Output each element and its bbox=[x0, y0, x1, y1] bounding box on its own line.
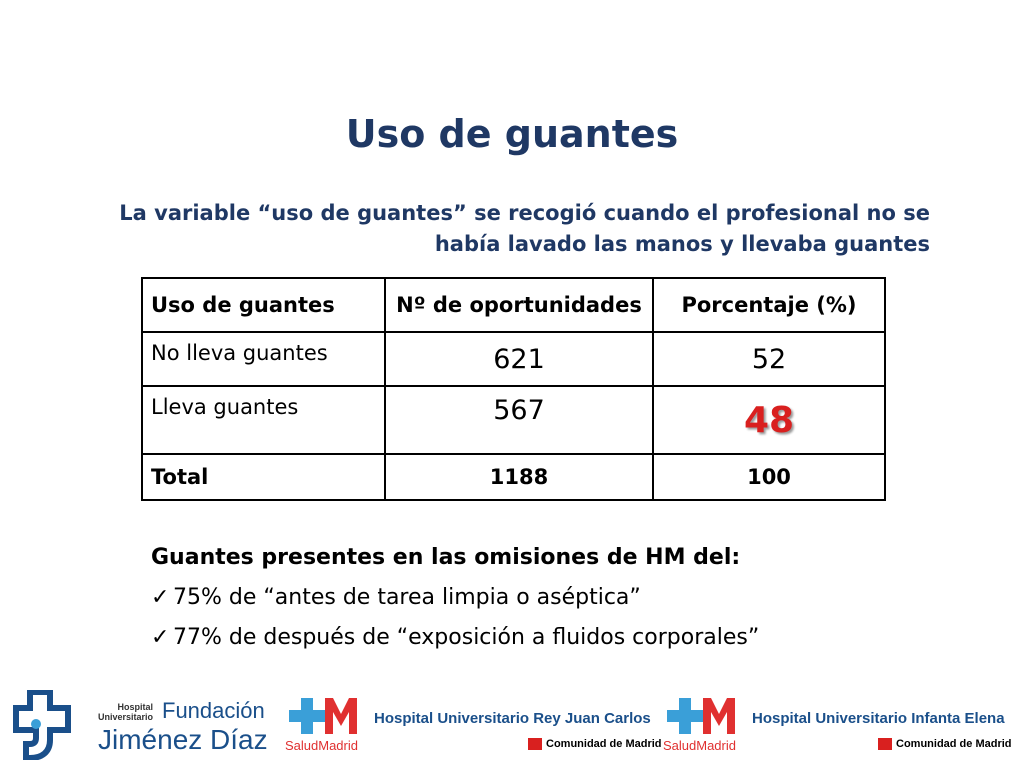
page-title: Uso de guantes bbox=[345, 112, 679, 156]
salud-madrid-icon bbox=[289, 698, 357, 734]
subtitle-line-1: La variable “uso de guantes” se recogió … bbox=[119, 201, 930, 225]
subtitle: La variable “uso de guantes” se recogió … bbox=[110, 198, 930, 260]
row-label: Lleva guantes bbox=[141, 385, 386, 455]
salud-madrid-icon bbox=[667, 698, 735, 734]
bullet-item: ✓ 77% de después de “exposición a fluido… bbox=[151, 625, 759, 651]
fundacion-jimenez-diaz-logo: Hospital Universitario Fundación Jiménez… bbox=[10, 688, 270, 764]
fjd-small-text: Hospital Universitario bbox=[98, 702, 154, 722]
salud-madrid-label: SaludMadrid bbox=[285, 738, 358, 753]
subtitle-line-2: había lavado las manos y llevaba guantes bbox=[434, 232, 930, 256]
hospital-infanta-elena: Hospital Universitario Infanta Elena bbox=[752, 710, 1005, 727]
total-label: Total bbox=[141, 453, 386, 501]
bullet-text: 77% de después de “exposición a fluidos … bbox=[173, 625, 760, 650]
row-count: 567 bbox=[384, 385, 654, 455]
total-count: 1188 bbox=[384, 453, 654, 501]
comunidad-madrid-logo-1: Comunidad de Madrid bbox=[528, 738, 662, 750]
footer-logos: Hospital Universitario Fundación Jiménez… bbox=[0, 684, 1024, 768]
bullet-heading: Guantes presentes en las omisiones de HM… bbox=[151, 545, 741, 570]
header-cell: Uso de guantes bbox=[141, 277, 386, 333]
salud-madrid-logo-2: SaludMadrid bbox=[663, 694, 743, 764]
table-header-row: Uso de guantes Nº de oportunidades Porce… bbox=[141, 277, 886, 333]
row-percentage-highlight: 48 bbox=[652, 385, 886, 455]
bullet-section: Guantes presentes en las omisiones de HM… bbox=[151, 545, 759, 665]
checkmark-icon: ✓ bbox=[151, 585, 170, 610]
bullet-text: 75% de “antes de tarea limpia o aséptica… bbox=[173, 585, 641, 610]
table-row: No lleva guantes 621 52 bbox=[141, 331, 886, 387]
madrid-flag-icon bbox=[878, 738, 892, 750]
fjd-jimenez-diaz: Jiménez Díaz bbox=[98, 724, 268, 755]
madrid-flag-icon bbox=[528, 738, 542, 750]
comunidad-madrid-logo-2: Comunidad de Madrid bbox=[878, 738, 1012, 750]
header-cell: Porcentaje (%) bbox=[652, 277, 886, 333]
salud-madrid-label: SaludMadrid bbox=[663, 738, 736, 753]
fjd-fundacion: Fundación bbox=[162, 698, 265, 723]
fjd-cross-icon bbox=[13, 690, 71, 760]
row-count: 621 bbox=[384, 331, 654, 387]
gloves-table: Uso de guantes Nº de oportunidades Porce… bbox=[141, 277, 886, 501]
header-cell: Nº de oportunidades bbox=[384, 277, 654, 333]
hospital-rey-juan-carlos: Hospital Universitario Rey Juan Carlos bbox=[374, 710, 651, 727]
row-percentage: 52 bbox=[652, 331, 886, 387]
salud-madrid-logo-1: SaludMadrid bbox=[285, 694, 365, 764]
total-percentage: 100 bbox=[652, 453, 886, 501]
checkmark-icon: ✓ bbox=[151, 625, 170, 650]
row-label: No lleva guantes bbox=[141, 331, 386, 387]
table-row: Lleva guantes 567 48 bbox=[141, 385, 886, 455]
bullet-item: ✓ 75% de “antes de tarea limpia o asépti… bbox=[151, 585, 759, 611]
table-total-row: Total 1188 100 bbox=[141, 453, 886, 501]
